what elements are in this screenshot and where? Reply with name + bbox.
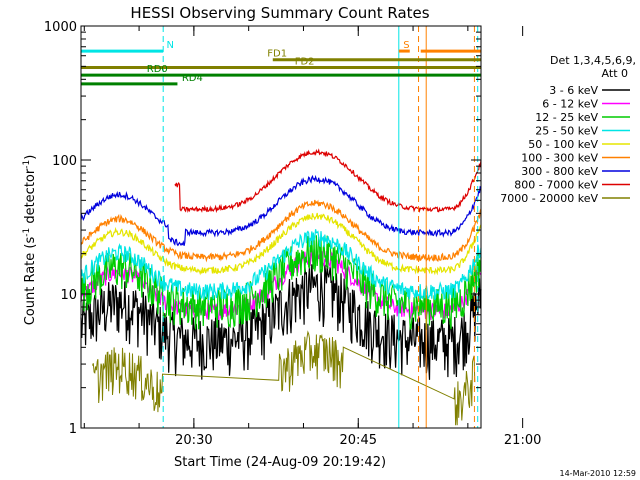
series-line-9 xyxy=(92,330,476,426)
legend-label-5: 50 - 100 keV xyxy=(528,138,598,151)
y-tick-label: 1 xyxy=(69,422,77,437)
y-tick-label: 100 xyxy=(52,154,77,169)
chart-title: HESSI Observing Summary Count Rates xyxy=(130,4,429,22)
series-line-8 xyxy=(174,148,482,214)
series-line-3 xyxy=(80,234,482,331)
legend-label-9: 7000 - 20000 keV xyxy=(500,192,598,205)
y-axis-label-part1: Count Rate (s xyxy=(23,237,38,326)
series-layer xyxy=(80,148,482,426)
flag-label-n: N xyxy=(166,40,173,51)
flag-label-fd2: FD2 xyxy=(295,57,315,68)
y-axis-label-part2: detector xyxy=(23,168,38,228)
series-line-4 xyxy=(80,229,482,301)
legend-label-1: 3 - 6 keV xyxy=(549,84,598,97)
timestamp: 14-Mar-2010 12:59 xyxy=(560,469,637,478)
x-tick-label: 20:45 xyxy=(340,433,377,448)
legend-label-4: 25 - 50 keV xyxy=(535,125,598,138)
legend-header-att: Att 0 xyxy=(602,67,628,80)
y-axis-label: Count Rate (s-1 detector-1) xyxy=(22,155,38,326)
series-line-6 xyxy=(80,199,482,263)
flag-label-rd0: RD0 xyxy=(147,64,168,75)
y-tick-label: 10 xyxy=(60,288,77,303)
legend-label-7: 300 - 800 keV xyxy=(521,165,598,178)
plot-frame xyxy=(80,25,482,429)
x-tick-label: 21:00 xyxy=(504,433,541,448)
y-axis-label-part3: ) xyxy=(23,155,38,160)
series-line-1 xyxy=(80,264,482,380)
x-axis-label: Start Time (24-Aug-09 20:19:42) xyxy=(174,455,386,470)
legend-header-det: Det 1,3,4,5,6,9, xyxy=(550,54,636,67)
legend-label-3: 12 - 25 keV xyxy=(535,111,598,124)
flag-label-s: S xyxy=(403,40,409,51)
y-axis-label-sup1: -1 xyxy=(22,228,32,237)
series-line-7 xyxy=(80,174,482,247)
x-tick-label: 20:30 xyxy=(175,433,212,448)
y-axis-label-sup2: -1 xyxy=(22,160,32,169)
legend-label-2: 6 - 12 keV xyxy=(542,98,598,111)
legend-label-8: 800 - 7000 keV xyxy=(514,179,598,192)
flag-label-rd4: RD4 xyxy=(182,73,203,84)
legend-label-6: 100 - 300 keV xyxy=(521,152,598,165)
flags-layer: N S FD1 FD2 RD0 RD4 xyxy=(81,26,481,428)
y-tick-label: 1000 xyxy=(44,20,77,35)
series-line-5 xyxy=(80,212,482,276)
flag-label-fd1: FD1 xyxy=(267,49,287,60)
